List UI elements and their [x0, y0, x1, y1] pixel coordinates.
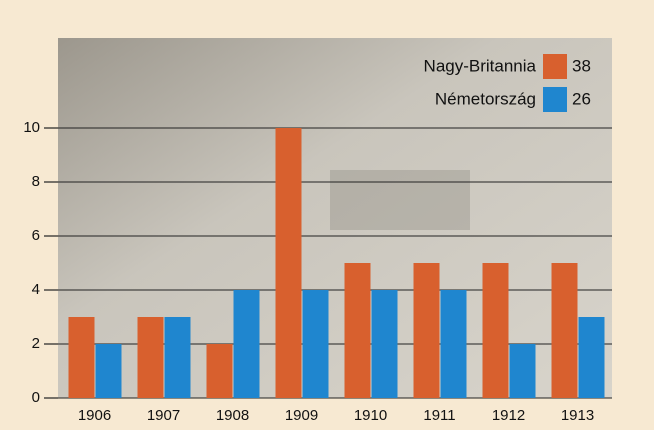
- x-tick-label: 1912: [492, 407, 525, 424]
- bar: [275, 128, 302, 398]
- bar: [578, 317, 605, 398]
- x-tick-label: 1910: [354, 407, 387, 424]
- bar: [95, 344, 122, 398]
- legend-swatch: [543, 54, 567, 79]
- bar: [137, 317, 164, 398]
- x-tick-label: 1908: [216, 407, 249, 424]
- x-tick-label: 1911: [423, 407, 455, 424]
- y-tick-label: 2: [32, 335, 40, 352]
- legend-label: Nagy-Britannia: [424, 56, 537, 75]
- bar: [413, 263, 440, 398]
- x-tick-label: 1907: [147, 407, 180, 424]
- y-tick-label: 0: [32, 389, 40, 406]
- bar: [302, 290, 329, 398]
- y-tick-label: 4: [32, 281, 40, 298]
- bar: [482, 263, 509, 398]
- legend-total: 38: [572, 56, 591, 75]
- bar: [344, 263, 371, 398]
- legend-label: Németország: [435, 89, 536, 108]
- bar: [233, 290, 260, 398]
- bar: [371, 290, 398, 398]
- bar: [440, 290, 467, 398]
- y-tick-label: 10: [23, 119, 40, 136]
- bar: [206, 344, 233, 398]
- legend-swatch: [543, 87, 567, 112]
- legend-total: 26: [572, 89, 591, 108]
- x-tick-label: 1906: [78, 407, 111, 424]
- bar: [551, 263, 578, 398]
- ship-silhouette: [330, 170, 470, 230]
- x-tick-label: 1909: [285, 407, 318, 424]
- bar: [509, 344, 536, 398]
- x-tick-label: 1913: [561, 407, 594, 424]
- bar: [164, 317, 191, 398]
- y-tick-label: 6: [32, 227, 40, 244]
- bar: [68, 317, 95, 398]
- y-tick-label: 8: [32, 173, 40, 190]
